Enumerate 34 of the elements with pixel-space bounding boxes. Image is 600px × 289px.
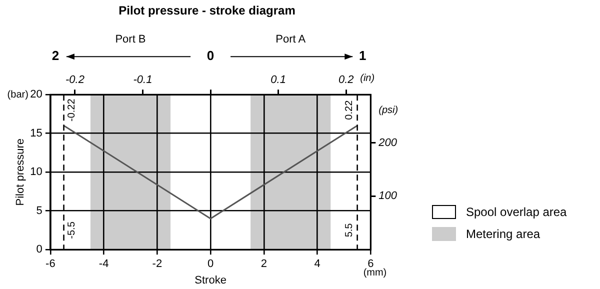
y-tick-label: 20 xyxy=(30,88,42,101)
y-tick-label: 10 xyxy=(30,166,42,178)
ref-line-label: -5.5 xyxy=(66,221,78,239)
x2-tick-label: -0.2 xyxy=(65,74,84,86)
text: (bar) xyxy=(7,89,28,100)
x-tick-label: -4 xyxy=(98,258,109,270)
x-tick-label: -6 xyxy=(46,258,56,270)
annotation: -0.22 xyxy=(66,98,78,122)
text: Spool overlap area xyxy=(466,205,567,219)
text: 0 xyxy=(206,48,214,64)
x2-tick-label: 0.2 xyxy=(338,74,354,86)
y-tick-label: 0 xyxy=(36,244,42,256)
text: Port B xyxy=(115,34,146,46)
y2-tick-label: 100 xyxy=(378,190,398,202)
x-tick-label: 2 xyxy=(260,258,267,270)
x2-axis-title: (in) xyxy=(360,73,375,84)
y2-tick-label: 200 xyxy=(378,136,398,149)
text: Metering area xyxy=(466,227,540,241)
x2-tick-label: 0.1 xyxy=(270,74,286,86)
x-tick-label: 0 xyxy=(207,258,214,270)
x-axis-title: Stroke xyxy=(194,274,226,286)
y2-axis-title: (psi) xyxy=(378,104,398,116)
text: Port A xyxy=(276,34,306,46)
text: 2 xyxy=(52,48,60,64)
x-tick-label: -2 xyxy=(152,258,162,270)
text: 1 xyxy=(359,48,366,64)
y-axis-title: Pilot pressure xyxy=(14,138,27,206)
x2-tick-label: -0.1 xyxy=(133,74,152,86)
ref-line-label: 5.5 xyxy=(344,222,356,238)
annotation: 0.22 xyxy=(344,100,356,120)
y-tick-label: 15 xyxy=(30,127,42,140)
chart-title: Pilot pressure - stroke diagram xyxy=(118,4,296,18)
y-tick-label: 5 xyxy=(36,204,42,217)
x-tick-label: 4 xyxy=(314,258,320,270)
